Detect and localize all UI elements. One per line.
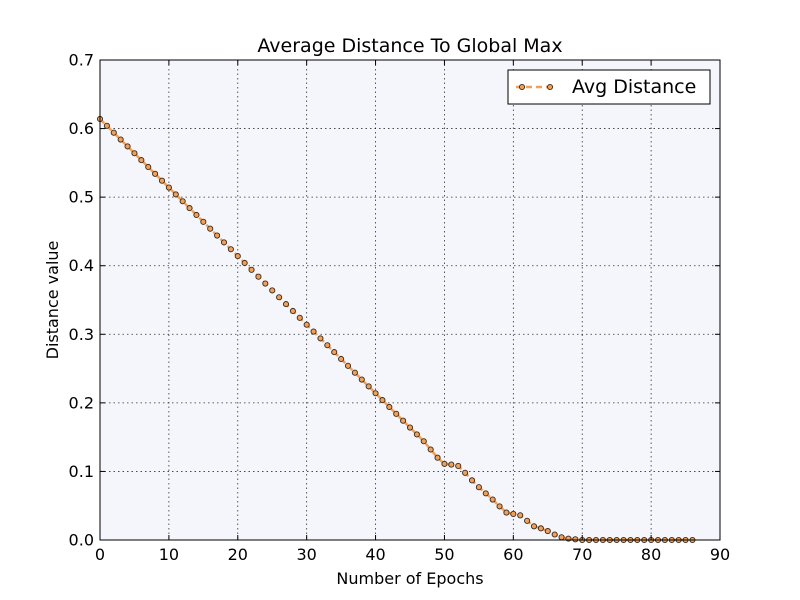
x-tick-label: 50 bbox=[434, 545, 454, 564]
data-point bbox=[434, 454, 441, 461]
y-tick-label: 0.3 bbox=[69, 325, 94, 344]
data-point bbox=[517, 512, 524, 519]
data-point bbox=[220, 239, 228, 246]
data-point bbox=[165, 184, 172, 191]
data-point bbox=[124, 143, 131, 150]
data-point bbox=[269, 287, 276, 294]
data-point bbox=[510, 510, 517, 517]
data-point bbox=[372, 390, 379, 397]
data-point bbox=[544, 528, 551, 535]
data-point bbox=[303, 321, 310, 328]
data-point bbox=[524, 517, 531, 524]
data-point bbox=[110, 129, 117, 136]
data-point bbox=[262, 280, 269, 287]
x-tick-labels: 0 10 20 30 40 50 60 70 80 90 bbox=[95, 545, 730, 564]
legend-marker bbox=[518, 83, 526, 91]
data-point bbox=[103, 122, 110, 129]
data-point bbox=[276, 294, 283, 301]
data-point bbox=[413, 431, 420, 438]
data-point bbox=[448, 461, 455, 468]
data-point bbox=[558, 534, 565, 541]
x-tick-label: 80 bbox=[641, 545, 661, 564]
y-tick-label: 0.6 bbox=[69, 119, 94, 138]
data-point bbox=[138, 157, 145, 164]
x-tick-label: 0 bbox=[95, 545, 105, 564]
data-point bbox=[227, 246, 234, 253]
data-point bbox=[296, 314, 303, 321]
y-tick-label: 0.0 bbox=[69, 531, 94, 550]
data-point bbox=[117, 136, 124, 143]
data-point bbox=[358, 376, 365, 383]
data-point bbox=[310, 328, 317, 335]
legend: Avg Distance bbox=[507, 69, 711, 105]
data-point bbox=[193, 211, 200, 219]
plot-frame bbox=[99, 59, 721, 541]
x-tick-label: 30 bbox=[296, 545, 316, 564]
data-point bbox=[186, 205, 193, 212]
y-tick-label: 0.2 bbox=[69, 393, 94, 412]
data-point bbox=[234, 253, 241, 260]
data-point bbox=[393, 410, 400, 417]
data-point bbox=[338, 355, 345, 363]
data-point bbox=[406, 424, 414, 431]
x-tick-label: 10 bbox=[159, 545, 179, 564]
data-point bbox=[255, 273, 262, 280]
legend-label: Avg Distance bbox=[572, 76, 696, 98]
data-point bbox=[289, 307, 296, 315]
data-point bbox=[172, 191, 179, 198]
data-point bbox=[131, 150, 138, 157]
data-point bbox=[400, 417, 407, 424]
chart-title: Average Distance To Global Max bbox=[257, 35, 562, 57]
data-point bbox=[530, 523, 538, 530]
data-point bbox=[489, 496, 496, 503]
data-point bbox=[351, 369, 358, 376]
data-point bbox=[441, 460, 448, 467]
data-point bbox=[427, 446, 434, 453]
data-point bbox=[317, 335, 324, 342]
data-point bbox=[365, 383, 372, 390]
data-point bbox=[241, 259, 248, 267]
y-tick-label: 0.1 bbox=[69, 462, 94, 481]
data-point bbox=[496, 503, 503, 510]
x-tick-label: 60 bbox=[503, 545, 523, 564]
data-point bbox=[475, 484, 482, 491]
data-point bbox=[420, 438, 427, 445]
data-point bbox=[331, 349, 338, 356]
data-point bbox=[537, 525, 544, 532]
x-axis-label: Number of Epochs bbox=[336, 569, 483, 588]
y-tick-label: 0.4 bbox=[69, 256, 94, 275]
data-point bbox=[214, 232, 221, 239]
data-point bbox=[455, 462, 462, 469]
legend-marker bbox=[546, 83, 554, 91]
ticks bbox=[99, 59, 721, 541]
data-point bbox=[344, 362, 352, 369]
data-point bbox=[324, 342, 331, 349]
x-tick-label: 20 bbox=[228, 545, 248, 564]
data-point bbox=[152, 170, 159, 177]
data-point bbox=[503, 509, 510, 516]
x-tick-label: 40 bbox=[365, 545, 385, 564]
data-point bbox=[145, 163, 152, 171]
data-point bbox=[386, 403, 393, 411]
data-point bbox=[200, 218, 207, 225]
data-point bbox=[179, 198, 186, 205]
y-tick-label: 0.5 bbox=[69, 188, 94, 207]
data-point bbox=[468, 477, 476, 484]
data-point bbox=[462, 469, 469, 476]
data-point bbox=[207, 225, 214, 232]
y-tick-label: 0.7 bbox=[69, 51, 94, 70]
data-point bbox=[572, 536, 579, 543]
data-point bbox=[551, 531, 558, 538]
data-point bbox=[379, 397, 386, 404]
x-tick-label: 70 bbox=[572, 545, 592, 564]
x-tick-label: 90 bbox=[710, 545, 730, 564]
y-tick-labels: 0.0 0.1 0.2 0.3 0.4 0.5 0.6 0.7 bbox=[69, 51, 94, 550]
data-point bbox=[482, 490, 489, 497]
y-axis-label: Distance value bbox=[43, 241, 62, 360]
data-point bbox=[282, 301, 290, 308]
plot-background bbox=[100, 60, 720, 540]
data-point bbox=[158, 177, 166, 184]
data-point bbox=[248, 266, 255, 273]
